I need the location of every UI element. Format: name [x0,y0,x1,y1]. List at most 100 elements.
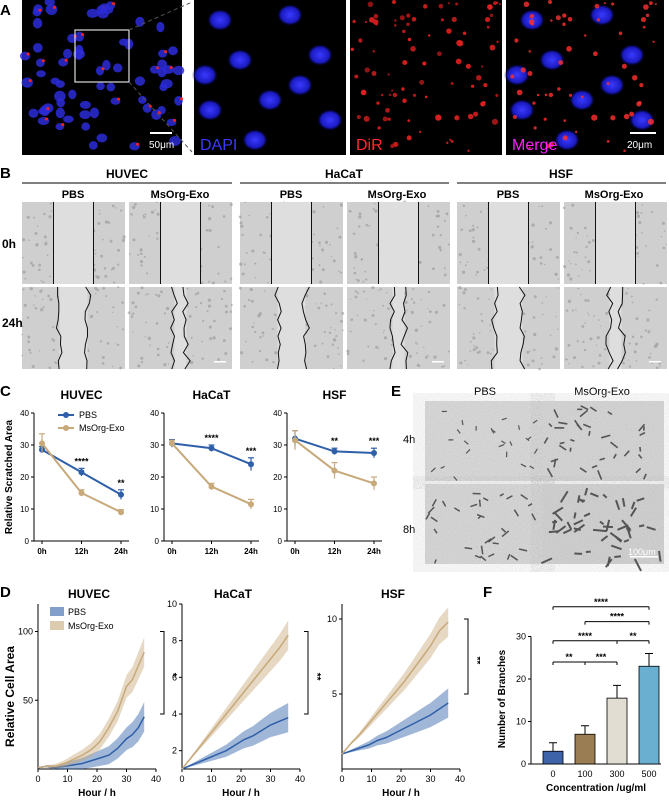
cell-texture [140,264,143,267]
e-time-4h: 4h [403,434,415,446]
cell-texture [443,267,446,270]
cell-texture [149,344,152,346]
tube-segment [490,427,495,434]
cell-texture [94,286,98,290]
tube-segment [625,527,632,533]
cell-texture [605,311,609,315]
tube-segment [476,513,485,519]
cell-texture [122,235,126,239]
cell-texture [146,272,149,275]
dir-spot [476,75,482,81]
dir-spot [642,25,646,29]
cell-texture [576,340,579,343]
legend-swatch [50,607,64,616]
cell-texture [362,290,366,293]
cell-texture [358,212,362,216]
panel-label-a: A [0,2,11,19]
cell-texture [473,344,475,347]
cell-texture [603,348,607,351]
cell-texture [33,216,36,219]
cell-texture [326,355,330,358]
dir-spot [640,17,647,23]
cell-texture [208,228,212,232]
tube-segment [558,421,568,425]
cell-texture [623,357,626,359]
cell-texture [253,322,255,324]
x-tick-label: 24h [114,547,128,556]
dir-spot [623,113,630,120]
cell-texture [247,298,251,302]
nucleus [207,9,233,31]
dir-spot [367,1,374,8]
data-point [292,437,298,444]
cell-texture [105,295,108,298]
cell-texture [131,331,134,334]
y-tick-label: 30 [150,441,159,450]
dir-spot [480,101,486,107]
x-tick-label: 30 [425,774,435,784]
data-point [331,448,338,455]
significance: ** [471,657,480,665]
cell-texture [243,263,246,266]
cell-texture [428,320,432,324]
cell-texture [139,259,144,264]
cell-texture [100,254,104,258]
cell-texture [658,361,662,365]
cell-texture [323,292,327,296]
cell-texture [431,233,435,237]
cell-texture [530,245,534,249]
cell-texture [622,362,625,365]
cell-texture [155,322,159,325]
dir-spot [116,97,120,101]
dir-spot [438,3,444,9]
dir-spot [523,1,530,8]
cell-texture [373,202,376,205]
dir-spot [440,18,444,22]
data-point [248,501,254,508]
y-tick-label: 10 [150,505,159,514]
cell-texture [655,264,659,267]
dir-spot [510,74,515,79]
cell-texture [588,314,590,317]
cell-texture [189,360,194,365]
cell-texture [541,301,544,304]
data-point [78,469,85,476]
dapi-nuclei [192,4,343,151]
tube-segment [637,454,643,459]
cell-texture [324,240,329,244]
cell-texture [325,304,328,307]
y-tick-label: 30 [20,441,29,450]
significance: **** [578,631,593,641]
cell-texture [568,260,570,262]
cell-texture [458,285,462,290]
cell-texture [229,310,232,313]
x-tick-label: 0 [550,769,555,779]
cell-texture [489,352,492,355]
nucleus [172,65,185,76]
dir-spot [385,107,390,113]
cell-texture [416,352,419,355]
cell-texture [414,341,417,344]
cell-texture [644,245,647,247]
dir-label: DiR [356,137,383,154]
cell-texture [659,365,661,368]
cell-texture [130,315,134,319]
cell-texture [132,205,136,210]
nucleus [135,16,145,27]
cell-texture [436,214,440,218]
dir-spot [412,93,417,97]
dir-spot [363,115,370,122]
nucleus [79,110,91,120]
tube-segment [552,519,557,530]
cell-texture [47,294,51,298]
dir-spot [470,84,475,88]
cell-texture [140,356,144,360]
series-line [171,442,252,506]
nucleus [504,64,530,86]
cell-texture [265,358,269,362]
cell-texture [572,309,574,312]
nucleus [21,77,33,88]
tube-segment [605,558,613,568]
tube-segment [610,544,622,551]
y-tick-label: 40 [150,409,159,418]
